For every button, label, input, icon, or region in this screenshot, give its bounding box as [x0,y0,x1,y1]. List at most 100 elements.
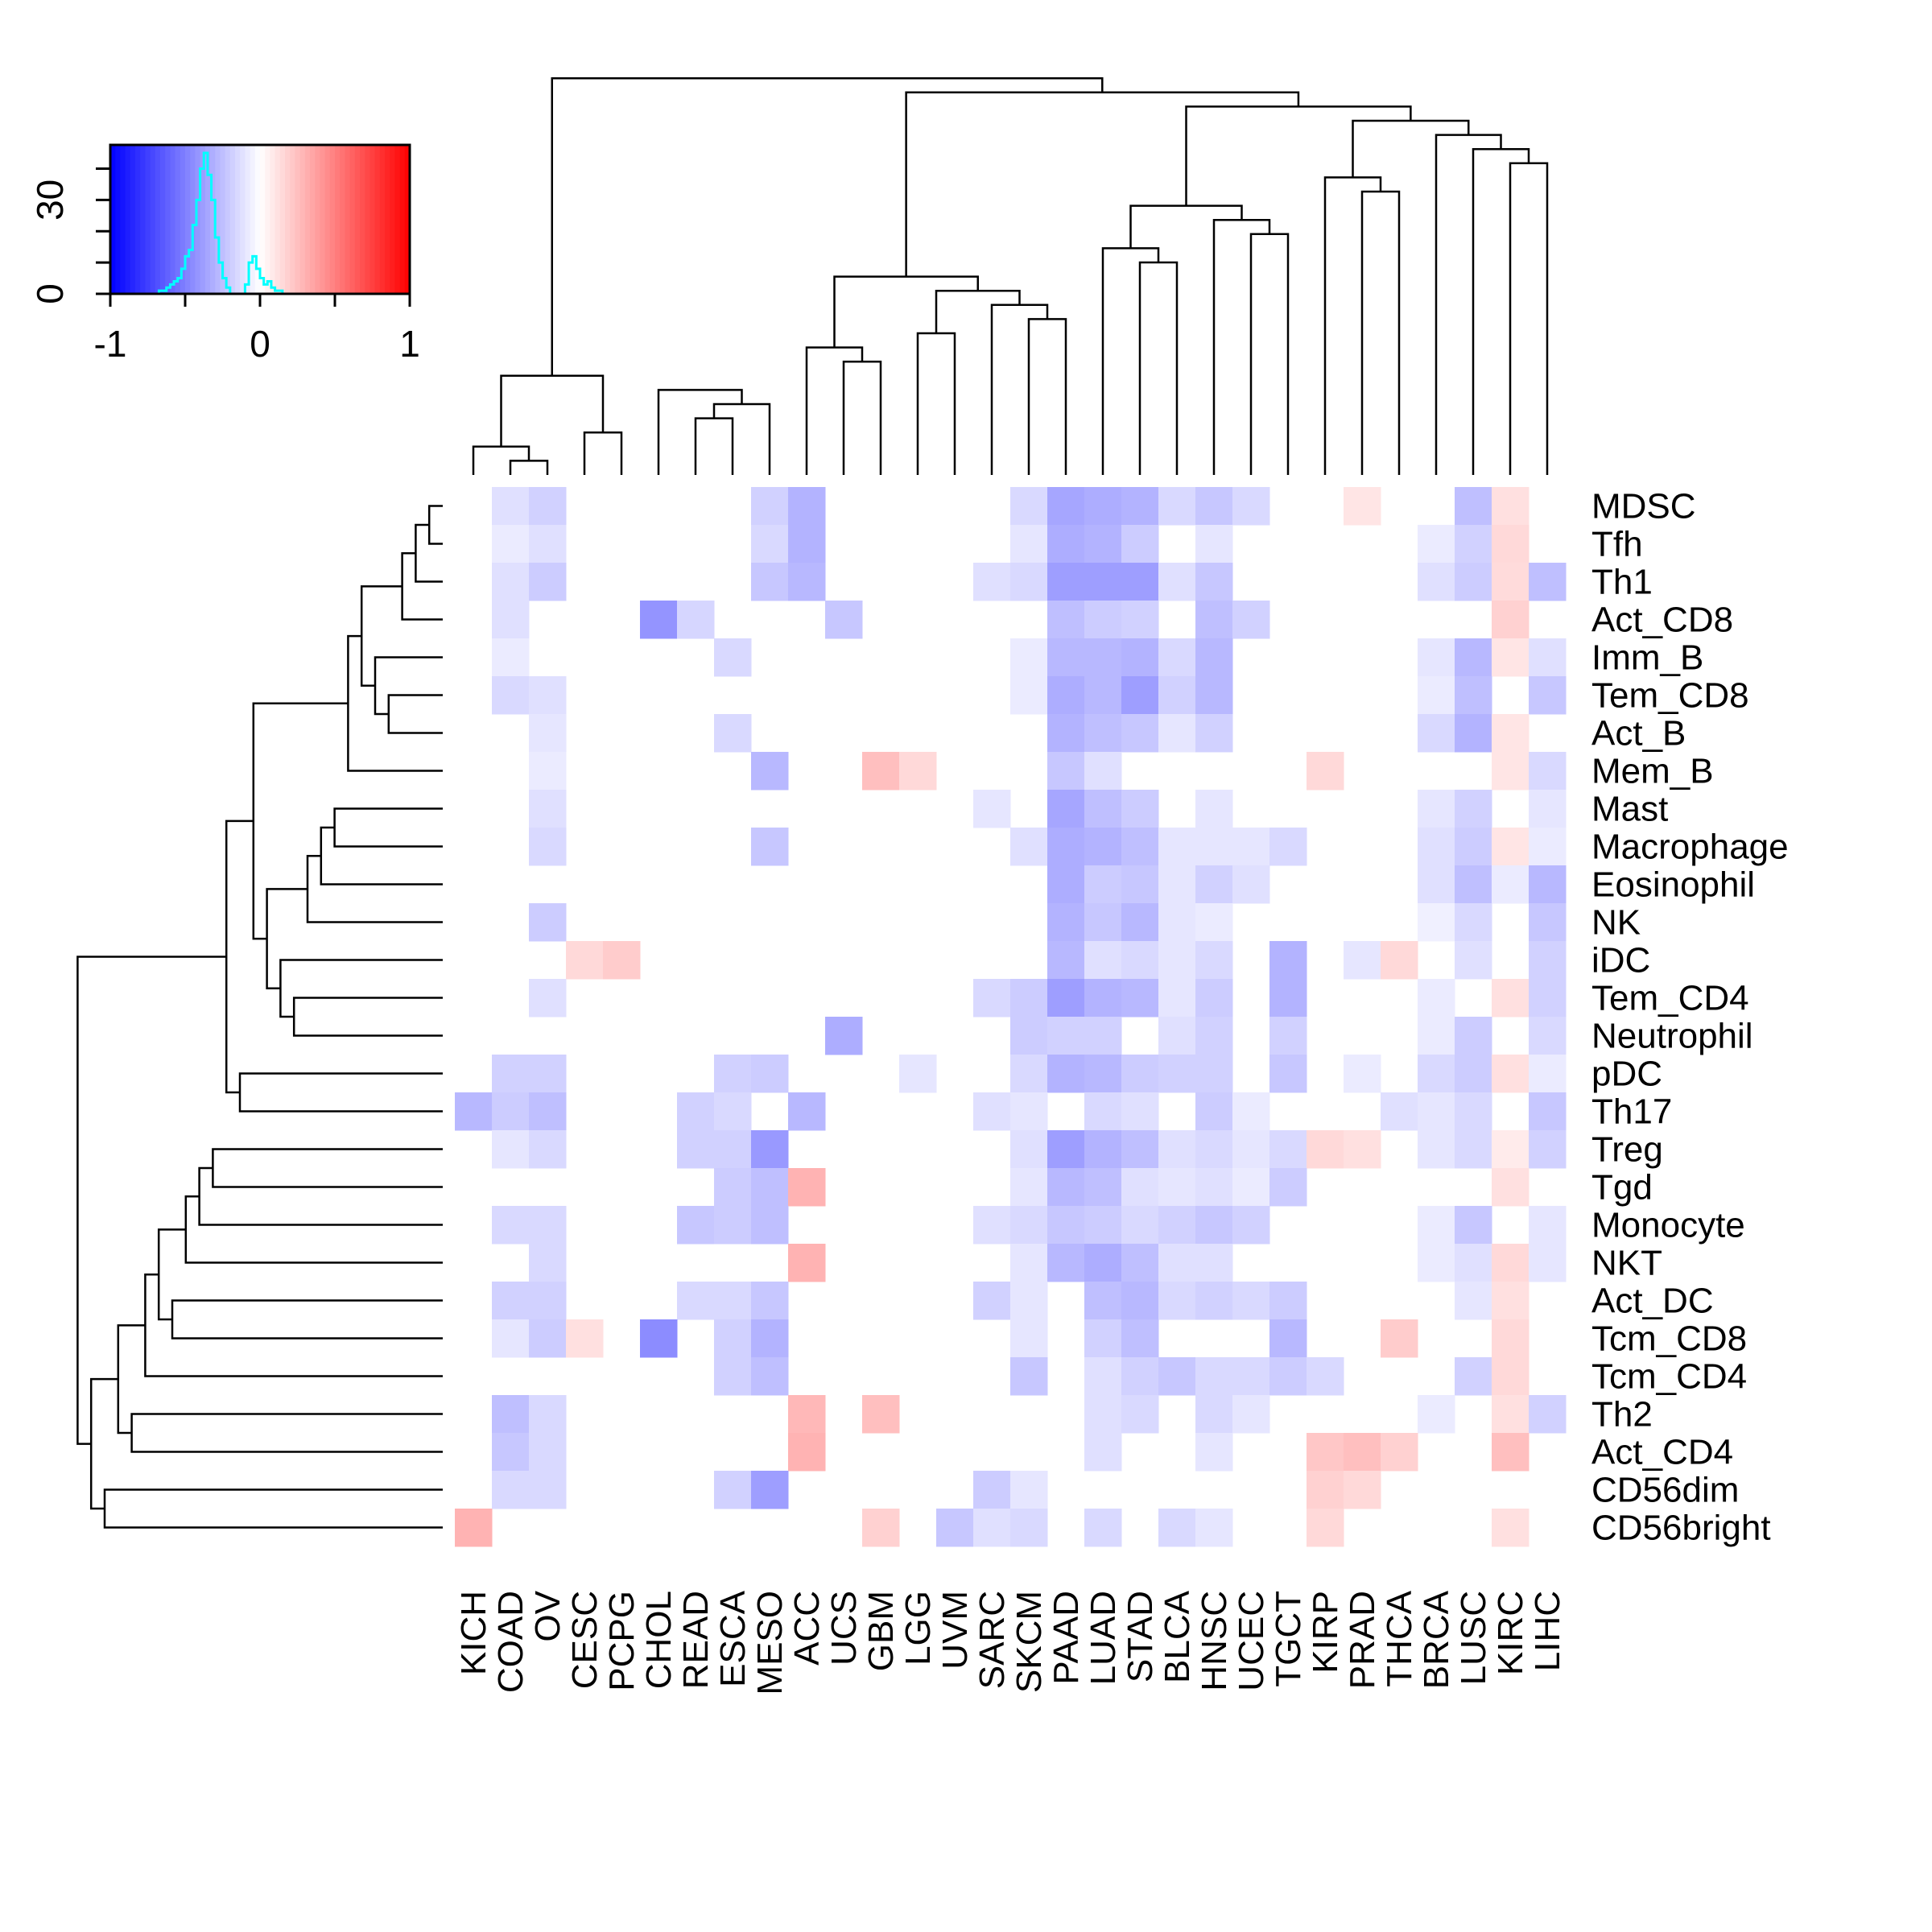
heatmap-cell-NK-BLCA [1158,903,1196,942]
heatmap-cell-MDSC-UCEC [1232,487,1270,526]
heatmap-cell-Tfh-SKCM [1010,525,1048,564]
column-dendrogram-branch [1212,218,1271,475]
color-key-band [399,145,406,294]
heatmap-cell-Act_DC-READ [677,1282,715,1320]
heatmap-cell-Tcm_CD4-SKCM [1010,1357,1048,1396]
column-label-SKCM: SKCM [1009,1591,1049,1693]
heatmap-cell-NK-OV [529,903,567,942]
row-label-Tcm_CD8: Tcm_CD8 [1591,1319,1747,1359]
heatmap-cell-Tfh-LUAD [1084,525,1122,564]
color-key-band [125,145,131,294]
heatmap-cell-Tem_CD8-BRCA [1418,676,1455,715]
color-key-band [349,145,356,294]
heatmap-cell-Th17-COAD [492,1092,530,1131]
color-key-band [140,145,146,294]
heatmap-cell-iDC-BLCA [1158,941,1196,980]
heatmap-cell-Treg-KIRC [1492,1130,1530,1169]
heatmap-cell-Neutrophil-UCS [825,1017,863,1055]
row-label-Eosinophil: Eosinophil [1591,865,1755,905]
heatmap-cell-Th17-LUAD [1084,1092,1122,1131]
heatmap-cell-Imm_B-COAD [492,638,530,677]
heatmap-cell-Tcm_CD4-BLCA [1158,1357,1196,1396]
heatmap-cell-Tcm_CD8-OV [529,1319,567,1358]
heatmap-cell-iDC-PRAD [1344,941,1381,980]
column-label-UCEC: UCEC [1232,1591,1271,1691]
heatmap-cell-Th2-UCEC [1232,1395,1270,1434]
heatmap-cell-Monocyte-LIHC [1529,1206,1567,1245]
column-label-SARC: SARC [972,1591,1012,1689]
color-key-band [180,145,186,294]
row-label-Monocyte: Monocyte [1591,1206,1745,1245]
heatmap-cell-Tfh-BRCA [1418,525,1455,564]
row-label-Mast: Mast [1591,790,1668,829]
heatmap-cell-Treg-MESO [751,1130,789,1169]
column-label-HNSC: HNSC [1195,1591,1234,1691]
heatmap-cell-Th1-HNSC [1195,563,1233,601]
heatmap-cell-Th1-LUAD [1084,563,1122,601]
heatmap-cell-Monocyte-STAD [1121,1206,1159,1245]
color-key-band [285,145,291,294]
heatmap-cell-Eosinophil-BRCA [1418,865,1455,904]
heatmap-cell-Tgd-STAD [1121,1168,1159,1207]
heatmap-cell-Mast-LIHC [1529,790,1567,828]
heatmap-cell-Macrophage-OV [529,828,567,866]
heatmap-cell-CD56dim-OV [529,1471,567,1509]
heatmap-cell-iDC-THCA [1381,941,1418,980]
row-label-CD56dim: CD56dim [1591,1471,1739,1510]
heatmap-cell-NK-HNSC [1195,903,1233,942]
color-key-band [175,145,181,294]
column-dendrogram-branch [805,346,864,475]
heatmap-cell-CD56dim-MESO [751,1471,789,1509]
heatmap-cell-Imm_B-HNSC [1195,638,1233,677]
heatmap-cell-Tem_CD8-BLCA [1158,676,1196,715]
heatmap-cell-CD56bright-HNSC [1195,1509,1233,1547]
heatmap-cell-Imm_B-BRCA [1418,638,1455,677]
column-dendrogram-branch [509,460,549,475]
color-key-band [260,145,266,294]
heatmap-cell-pDC-PAAD [1047,1055,1085,1093]
heatmap-cell-Th17-ACC [788,1092,826,1131]
heatmap-cell-iDC-STAD [1121,941,1159,980]
heatmap-cell-Mem_B-OV [529,752,567,791]
color-key-band [150,145,156,294]
column-dendrogram-branch [1509,162,1549,475]
row-dendrogram-branch [306,855,443,923]
color-key-band [115,145,121,294]
color-key-band [335,145,341,294]
heatmap-cell-CD56bright-KICH [455,1509,493,1547]
column-label-READ: READ [676,1591,716,1689]
color-key-band [385,145,390,294]
heatmap-cell-pDC-OV [529,1055,567,1093]
heatmap-cell-NKT-STAD [1121,1244,1159,1282]
heatmap-cell-Eosinophil-UCEC [1232,865,1270,904]
heatmap-cell-Act_DC-MESO [751,1282,789,1320]
heatmap-cell-CD56dim-ESCA [714,1471,752,1509]
color-key-band [310,145,316,294]
heatmap-cell-Macrophage-HNSC [1195,828,1233,866]
column-dendrogram-branch [1472,147,1530,475]
heatmap-cell-NK-BRCA [1418,903,1455,942]
column-label-BLCA: BLCA [1158,1590,1197,1683]
heatmap-cell-Tgd-LUAD [1084,1168,1122,1207]
heatmap-cell-Tcm_CD8-COAD [492,1319,530,1358]
heatmap-cell-NKT-PAAD [1047,1244,1085,1282]
heatmap-cell-Act_CD4-COAD [492,1433,530,1472]
color-key-gradient [110,145,411,294]
heatmap-cell-Monocyte-HNSC [1195,1206,1233,1245]
column-label-LUSC: LUSC [1454,1591,1493,1685]
column-label-KIRP: KIRP [1306,1591,1345,1674]
heatmap-cell-Mast-STAD [1121,790,1159,828]
column-dendrogram-branch [1360,190,1401,475]
row-label-Tem_CD8: Tem_CD8 [1591,676,1749,716]
column-label-PCPG: PCPG [602,1591,642,1691]
heatmap-cell-NKT-LUAD [1084,1244,1122,1282]
heatmap-cell-Th2-KIRC [1492,1395,1530,1434]
heatmap-cell-Tem_CD4-SKCM [1010,979,1048,1018]
color-key-band [279,145,286,294]
column-dendrogram-branch [1323,176,1382,475]
heatmap-cell-Mast-LUAD [1084,790,1122,828]
heatmap-cell-iDC-LUAD [1084,941,1122,980]
heatmap-cell-Monocyte-OV [529,1206,567,1245]
color-key-band [295,145,301,294]
heatmap-cell-Act_CD4-HNSC [1195,1433,1233,1472]
